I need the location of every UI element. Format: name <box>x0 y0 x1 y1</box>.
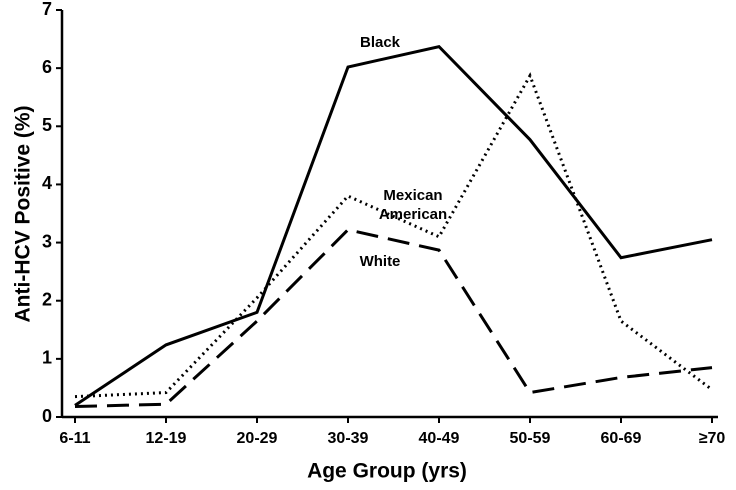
y-tick-label: 3 <box>42 231 52 251</box>
x-tick-label: 30-39 <box>328 430 369 447</box>
y-tick-label: 0 <box>42 406 52 426</box>
y-tick-label: 1 <box>42 348 52 368</box>
y-tick-label: 5 <box>42 115 52 135</box>
y-tick-label: 6 <box>42 57 52 77</box>
series-annotation: Black <box>359 34 401 51</box>
x-tick-label: 6-11 <box>59 430 90 447</box>
data-line <box>74 228 713 409</box>
x-tick-label: 60-69 <box>601 430 642 447</box>
data-line <box>74 44 713 407</box>
x-tick-label: 12-19 <box>146 430 187 447</box>
y-tick-label: 2 <box>42 289 52 309</box>
x-tick-label: 50-59 <box>510 430 551 447</box>
y-tick-label: 7 <box>42 0 52 19</box>
y-axis-label: Anti-HCV Positive (%) <box>12 105 35 322</box>
series-annotation: White <box>359 253 401 270</box>
x-axis-label: Age Group (yrs) <box>307 460 467 483</box>
x-tick-label: 40-49 <box>419 430 460 447</box>
data-line <box>74 72 713 399</box>
x-tick-label: 20-29 <box>237 430 278 447</box>
series-annotation: Mexican American <box>378 187 448 223</box>
y-tick-label: 4 <box>42 173 52 193</box>
x-tick-label: ≥70 <box>699 430 726 447</box>
